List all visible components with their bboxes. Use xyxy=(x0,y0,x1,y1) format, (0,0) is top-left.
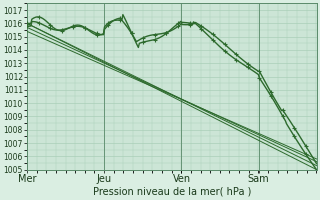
X-axis label: Pression niveau de la mer( hPa ): Pression niveau de la mer( hPa ) xyxy=(92,187,251,197)
